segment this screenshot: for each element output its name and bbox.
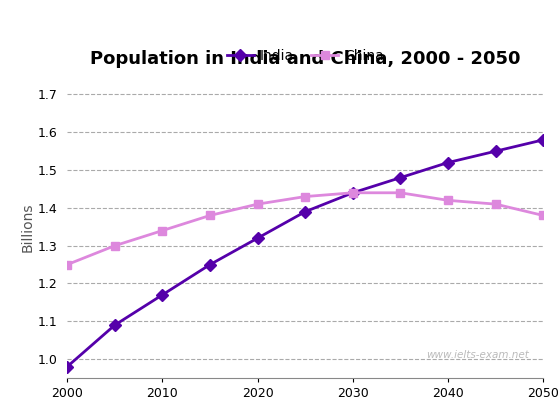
- Title: Population in India and China, 2000 - 2050: Population in India and China, 2000 - 20…: [90, 50, 520, 68]
- China: [302, 194, 309, 199]
- China: [540, 213, 547, 218]
- India: [207, 262, 213, 267]
- China: [111, 243, 118, 248]
- China: [492, 202, 499, 207]
- Y-axis label: Billions: Billions: [21, 202, 35, 252]
- China: [159, 228, 166, 233]
- India: [111, 323, 118, 328]
- China: [349, 190, 356, 195]
- China: [207, 213, 213, 218]
- China: [397, 190, 404, 195]
- China: [64, 262, 71, 267]
- India: [397, 175, 404, 180]
- India: [254, 236, 261, 241]
- India: [302, 209, 309, 214]
- China: [445, 198, 451, 203]
- India: [445, 160, 451, 165]
- India: [540, 137, 547, 142]
- Line: India: India: [63, 136, 547, 371]
- Text: www.ielts-exam.net: www.ielts-exam.net: [426, 350, 529, 360]
- Line: China: China: [63, 189, 547, 269]
- India: [349, 190, 356, 195]
- China: [254, 202, 261, 207]
- Legend: India, China: India, China: [221, 43, 389, 68]
- India: [159, 292, 166, 297]
- India: [492, 149, 499, 154]
- India: [64, 364, 71, 369]
